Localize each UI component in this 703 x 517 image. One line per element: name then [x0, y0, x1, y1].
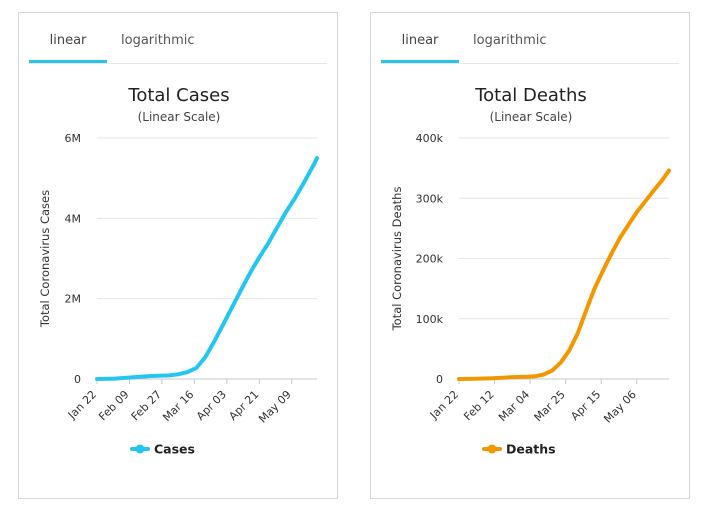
tab-linear[interactable]: linear	[381, 33, 459, 63]
x-tick-label: Mar 16	[160, 388, 196, 424]
chart-title: Total Cases	[127, 85, 229, 106]
scale-tab-bar: linear logarithmic	[29, 13, 327, 64]
y-tick-label: 2M	[65, 293, 82, 306]
y-tick-label: 4M	[65, 212, 82, 225]
chart-subtitle: (Linear Scale)	[490, 110, 573, 124]
x-tick-label: Mar 04	[496, 388, 532, 424]
x-tick-label: Jan 22	[427, 388, 461, 422]
tab-linear[interactable]: linear	[29, 33, 107, 63]
y-tick-label: 0	[436, 373, 443, 386]
tab-logarithmic[interactable]: logarithmic	[121, 33, 195, 48]
y-tick-label: 6M	[65, 132, 82, 145]
x-tick-label: Apr 15	[568, 388, 603, 423]
total-cases-chart: Total Cases (Linear Scale) 0 2M 4M 6M Total Co…	[38, 85, 319, 457]
x-tick-label: Mar 25	[532, 388, 568, 424]
x-tick-label: Apr 03	[194, 388, 229, 423]
total-cases-panel: linear logarithmic Total Cases (Linear Sc…	[18, 12, 338, 499]
deaths-series-line	[457, 168, 671, 381]
x-tick-label: Feb 27	[129, 388, 164, 423]
chart-subtitle: (Linear Scale)	[138, 110, 221, 124]
x-tick-label: May 09	[256, 388, 294, 426]
tab-logarithmic[interactable]: logarithmic	[473, 33, 547, 48]
x-tick-label: Jan 22	[65, 388, 99, 422]
x-tick-label: Feb 09	[96, 388, 131, 423]
x-tick-label: Feb 12	[461, 388, 496, 423]
legend-swatch-marker	[487, 444, 497, 454]
scale-tab-bar: linear logarithmic	[381, 13, 679, 64]
cases-series-line	[95, 156, 319, 381]
total-deaths-chart: Total Deaths (Linear Scale) 0 100k 200k 300k 4…	[390, 85, 671, 457]
y-tick-label: 0	[74, 373, 81, 386]
y-tick-label: 200k	[416, 253, 444, 266]
legend-swatch-marker	[135, 444, 145, 454]
x-tick-label: May 06	[601, 388, 639, 426]
legend-label: Cases	[154, 442, 195, 457]
y-tick-label: 400k	[416, 132, 444, 145]
y-axis-label: Total Coronavirus Deaths	[390, 187, 404, 332]
chart-title: Total Deaths	[474, 85, 587, 106]
total-deaths-panel: linear logarithmic Total Deaths (Linear S…	[370, 12, 690, 499]
y-tick-label: 100k	[416, 313, 444, 326]
y-axis-label: Total Coronavirus Cases	[38, 190, 52, 328]
y-tick-label: 300k	[416, 192, 444, 205]
legend-label: Deaths	[506, 442, 556, 457]
